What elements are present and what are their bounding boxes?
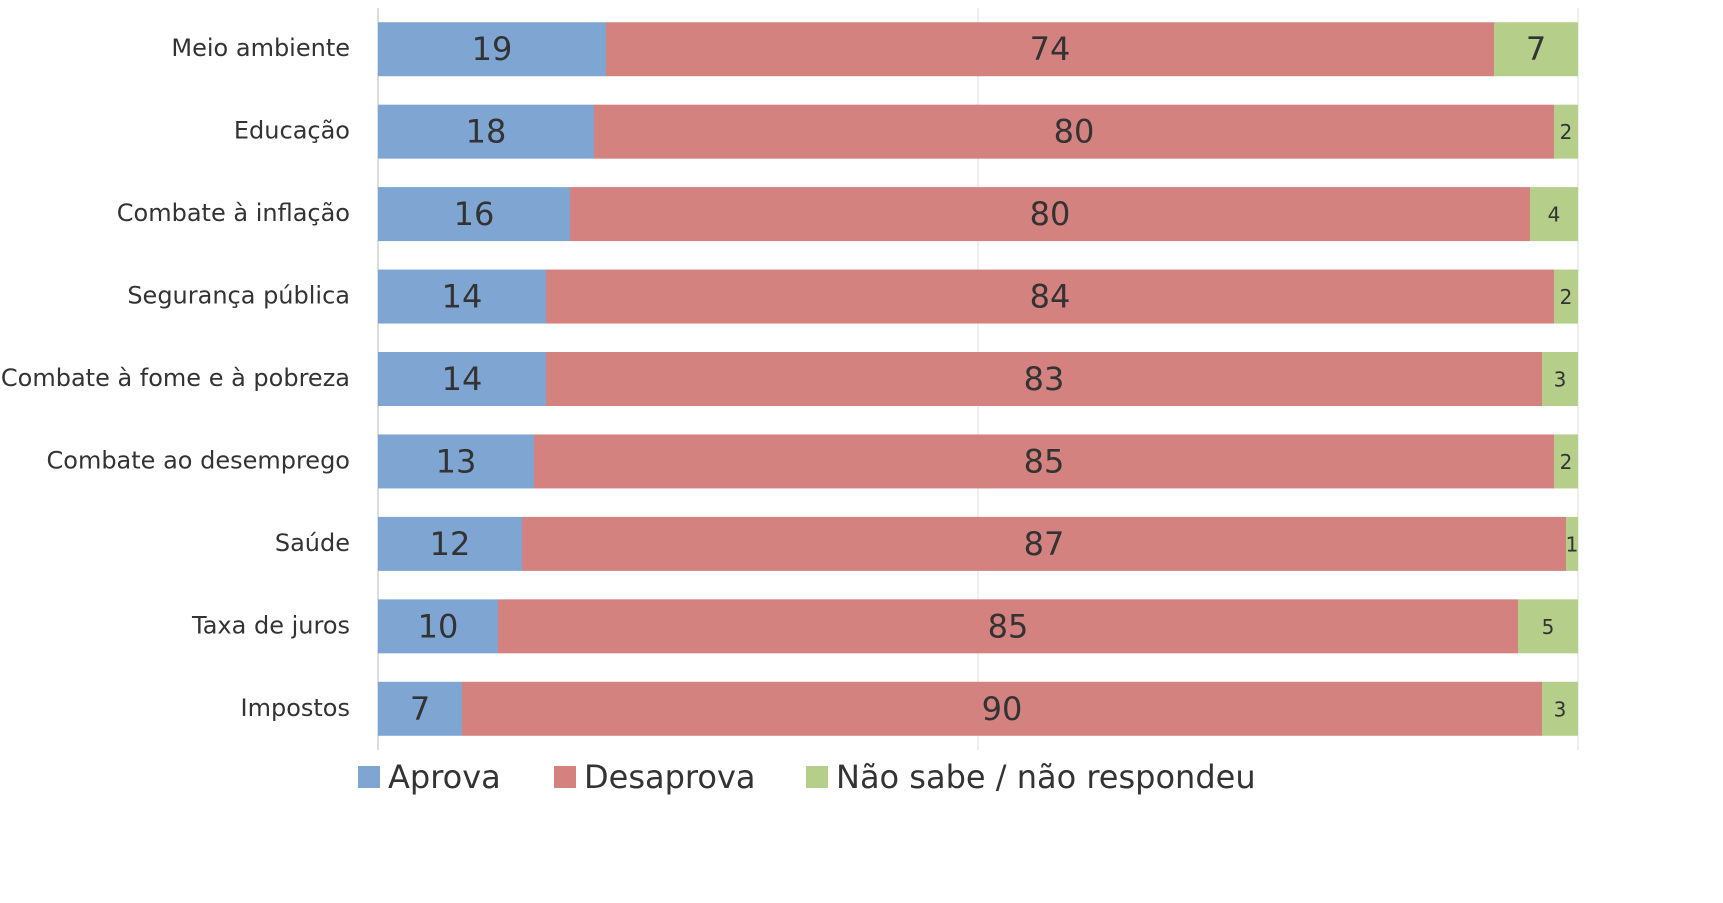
bar-segment [498, 599, 1518, 654]
bar-segment [1554, 434, 1578, 489]
value-label: 2 [1560, 120, 1573, 144]
value-label: 80 [1054, 113, 1095, 151]
value-label: 2 [1560, 285, 1573, 309]
value-label: 80 [1030, 195, 1071, 233]
bar-segment [522, 516, 1566, 571]
legend-swatch [554, 766, 576, 788]
bar-segment [378, 681, 462, 736]
legend-label: Não sabe / não respondeu [836, 758, 1256, 796]
category-label: Taxa de juros [191, 611, 350, 639]
bar-segment [1554, 269, 1578, 324]
value-label: 83 [1024, 360, 1065, 398]
bar-segment [378, 104, 594, 159]
category-label: Combate ao desemprego [47, 446, 351, 474]
value-label: 13 [436, 442, 477, 480]
bar-segment [378, 187, 570, 242]
value-label: 85 [988, 607, 1029, 645]
bar-segment [1518, 599, 1578, 654]
bar-segment [1542, 352, 1578, 406]
value-label: 90 [982, 690, 1023, 728]
category-label: Segurança pública [127, 282, 350, 310]
value-label: 74 [1030, 30, 1071, 68]
bar-segment [378, 516, 522, 571]
value-label: 87 [1024, 525, 1065, 563]
value-label: 12 [430, 525, 471, 563]
bar-segment [594, 104, 1554, 159]
bar-segment [1566, 516, 1578, 571]
bar-segment [378, 22, 606, 77]
bar-segment [570, 187, 1530, 242]
category-label: Impostos [241, 694, 350, 722]
value-label: 7 [1526, 30, 1546, 68]
bar-segment [378, 352, 546, 406]
category-label: Saúde [275, 529, 350, 557]
value-label: 3 [1554, 368, 1567, 392]
value-label: 16 [454, 195, 495, 233]
category-label: Combate à fome e à pobreza [1, 364, 350, 392]
bar-segment [534, 434, 1554, 489]
category-label: Meio ambiente [171, 34, 350, 62]
category-label: Combate à inflação [117, 199, 350, 227]
value-label: 4 [1548, 203, 1561, 227]
value-label: 2 [1560, 450, 1573, 474]
bar-segment [546, 352, 1542, 406]
legend-swatch [806, 766, 828, 788]
value-label: 14 [442, 360, 483, 398]
bar-segment [462, 681, 1542, 736]
value-label: 84 [1030, 278, 1071, 316]
bar-segment [378, 434, 534, 489]
bar-segment [378, 269, 546, 324]
value-label: 14 [442, 278, 483, 316]
bar-segment [1494, 22, 1578, 77]
bar-segment [1554, 104, 1578, 159]
legend-swatch [358, 766, 380, 788]
value-label: 3 [1554, 697, 1567, 721]
value-label: 85 [1024, 442, 1065, 480]
bar-segment [606, 22, 1494, 77]
value-label: 7 [410, 690, 430, 728]
bar-segment [546, 269, 1554, 324]
value-label: 18 [466, 113, 507, 151]
legend-label: Desaprova [584, 758, 756, 796]
value-label: 10 [418, 607, 459, 645]
bar-segment [1530, 187, 1578, 242]
value-label: 1 [1566, 532, 1579, 556]
category-label: Educação [234, 117, 350, 145]
bar-segment [1542, 681, 1578, 736]
value-label: 19 [472, 30, 513, 68]
legend-label: Aprova [388, 758, 501, 796]
value-label: 5 [1542, 615, 1555, 639]
bar-segment [378, 599, 498, 654]
